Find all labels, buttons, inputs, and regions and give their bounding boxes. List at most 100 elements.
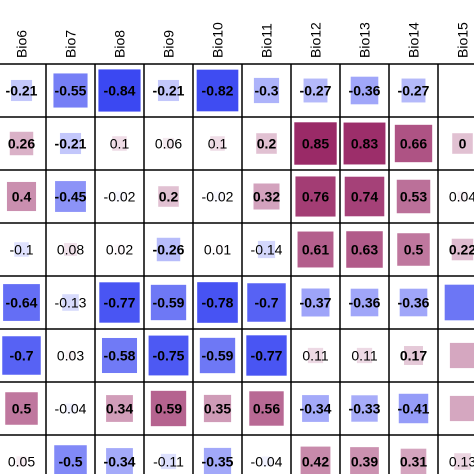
- heatmap-cell-mark: [203, 394, 232, 423]
- heatmap-cell-mark: [62, 294, 79, 311]
- heatmap-cell-mark: [301, 288, 330, 317]
- cell-value-label: 0.08: [57, 242, 84, 258]
- cell-value-label: -0.36: [398, 295, 430, 311]
- cell-value-label: 0.39: [351, 454, 378, 470]
- x-tick-label: Bio13: [357, 22, 373, 58]
- heatmap-cell-mark: [295, 176, 336, 217]
- heatmap-cell-mark: [394, 124, 433, 163]
- heatmap-cell-mark: [156, 237, 181, 262]
- cell-value-label: 0.31: [400, 454, 427, 470]
- cell-value-label: 0.2: [159, 189, 179, 205]
- heatmap-cell-mark: [350, 76, 379, 105]
- heatmap-cell-mark: [65, 350, 76, 361]
- cell-value-label: 0.2: [257, 136, 277, 152]
- heatmap-cell-mark: [210, 136, 225, 151]
- cell-value-label: -0.5: [58, 454, 82, 470]
- heatmap-cell-mark: [65, 403, 76, 414]
- cell-value-label: -0.27: [398, 83, 430, 99]
- heatmap-cell-mark: [449, 342, 474, 369]
- cell-value-label: -0.04: [55, 401, 87, 417]
- heatmap-cell-mark: [148, 335, 189, 376]
- heatmap-cell-mark: [160, 453, 177, 470]
- heatmap-cell-mark: [106, 395, 133, 422]
- heatmap-cell-mark: [53, 73, 88, 108]
- cell-value-label: 0.59: [155, 401, 182, 417]
- cell-value-label: -0.45: [55, 189, 87, 205]
- heatmap-cell-mark: [303, 78, 328, 103]
- cell-value-label: -0.3: [254, 83, 278, 99]
- heatmap-cell-mark: [150, 390, 187, 427]
- cell-value-label: -0.78: [202, 295, 234, 311]
- cell-value-label: -0.7: [254, 295, 278, 311]
- heatmap-cell-mark: [59, 132, 82, 155]
- cell-value-label: -0.21: [6, 83, 38, 99]
- heatmap-cell-mark: [106, 448, 133, 474]
- heatmap-cell-mark: [101, 337, 138, 374]
- cell-value-label: 0.03: [57, 348, 84, 364]
- heatmap-cell-mark: [257, 240, 276, 259]
- heatmap-cell-mark: [457, 191, 468, 202]
- heatmap-cell-mark: [399, 288, 428, 317]
- cell-value-label: 0.05: [8, 454, 35, 470]
- x-tick-label: Bio14: [406, 22, 422, 58]
- heatmap-cell-mark: [396, 179, 431, 214]
- heatmap-cell-mark: [199, 337, 236, 374]
- heatmap-cells: -0.21 -0.55 -0.84 -0.21 -0.82 -0.3 -0.27 -0.36 -…: [2, 69, 474, 474]
- cell-value-label: 0.06: [155, 136, 182, 152]
- cell-value-label: -0.1: [9, 242, 33, 258]
- cell-value-label: 0.4: [12, 189, 32, 205]
- heatmap-cell-mark: [2, 336, 41, 375]
- cell-value-label: 0.56: [253, 401, 280, 417]
- cell-value-label: 0.85: [302, 136, 329, 152]
- cell-value-label: -0.11: [153, 454, 184, 470]
- heatmap-cell-mark: [197, 282, 238, 323]
- cell-value-label: 0.35: [204, 401, 231, 417]
- cell-value-label: 0.32: [253, 189, 280, 205]
- heatmap-cell-mark: [247, 283, 286, 322]
- cell-value-label: 0.22: [449, 242, 474, 258]
- heatmap-cell-mark: [14, 242, 29, 257]
- x-tick-label: Bio15: [455, 22, 471, 58]
- cell-value-label: 0.66: [400, 136, 427, 152]
- heatmap-cell-mark: [300, 446, 331, 474]
- heatmap-cell-mark: [10, 79, 33, 102]
- heatmap-cell-mark: [297, 231, 334, 268]
- heatmap-cell-mark: [112, 136, 127, 151]
- heatmap-cell-mark: [452, 133, 473, 154]
- heatmap-cell-mark: [350, 447, 379, 474]
- cell-value-label: 0.04: [449, 189, 474, 205]
- cell-value-label: -0.21: [153, 83, 185, 99]
- x-tick-label: Bio6: [14, 30, 30, 58]
- heatmap-cell-mark: [114, 191, 125, 202]
- cell-value-label: 0.5: [404, 242, 424, 258]
- cell-value-label: 0.02: [106, 242, 133, 258]
- cell-value-label: -0.55: [55, 83, 87, 99]
- heatmap-cell-mark: [444, 284, 474, 321]
- cell-value-label: -0.64: [6, 295, 38, 311]
- cell-value-label: 0.11: [302, 348, 328, 364]
- heatmap-cell-mark: [99, 282, 140, 323]
- heatmap-cell-mark: [302, 395, 329, 422]
- heatmap-cell-mark: [246, 335, 287, 376]
- heatmap-cell-mark: [294, 122, 337, 165]
- cell-value-label: -0.84: [104, 83, 136, 99]
- cell-value-label: 0.1: [110, 136, 130, 152]
- heatmap-cell-mark: [344, 176, 385, 217]
- x-axis-labels: Bio6 Bio7 Bio8 Bio9 Bio10 Bio11 Bio12 Bio13 Bio1…: [14, 22, 471, 58]
- heatmap-cell-mark: [98, 69, 141, 112]
- heatmap-cell-mark: [451, 238, 474, 261]
- heatmap-cell-mark: [449, 395, 474, 422]
- cell-value-label: -0.59: [153, 295, 185, 311]
- cell-value-label: -0.02: [202, 189, 234, 205]
- cell-value-label: -0.41: [398, 401, 430, 417]
- cell-value-label: -0.26: [153, 242, 185, 258]
- heatmap-cell-mark: [249, 391, 284, 426]
- heatmap-cell-mark: [350, 288, 379, 317]
- heatmap-cell-mark: [5, 392, 38, 425]
- cell-value-label: -0.02: [104, 189, 136, 205]
- cell-value-label: -0.37: [300, 295, 332, 311]
- cell-value-label: 0.34: [106, 401, 133, 417]
- cell-value-label: -0.58: [104, 348, 136, 364]
- cell-value-label: 0.42: [302, 454, 329, 470]
- heatmap-cell-mark: [404, 346, 423, 365]
